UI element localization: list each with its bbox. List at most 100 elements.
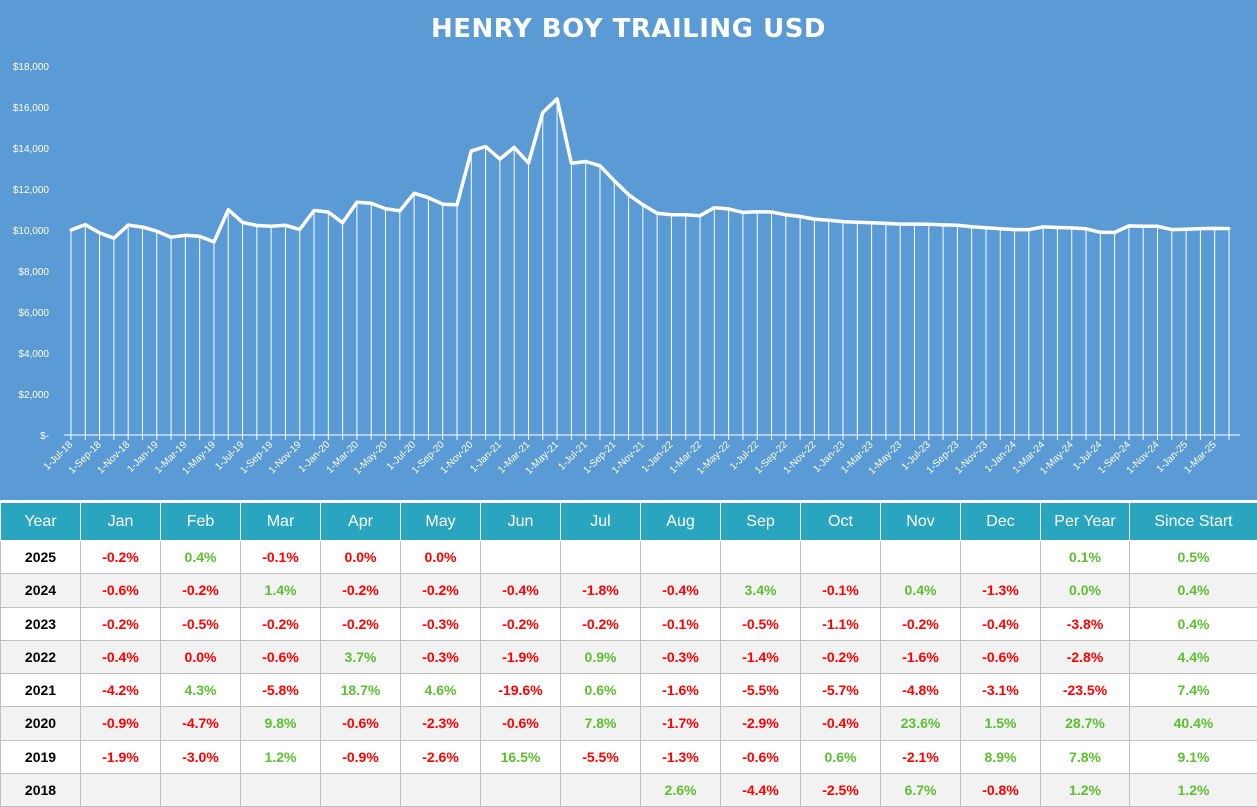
return-cell: 18.7%	[320, 672, 401, 708]
return-cell: -1.8%	[560, 573, 641, 608]
data-point	[183, 233, 187, 237]
data-point	[812, 217, 816, 221]
year-cell: 2018	[0, 772, 81, 807]
data-point	[541, 111, 545, 115]
data-point	[612, 179, 616, 183]
column-header-jul: Jul	[560, 502, 641, 541]
return-cell: 0.9%	[560, 639, 641, 675]
data-point	[598, 164, 602, 168]
table-row: 2023 -0.2% -0.5% -0.2% -0.2% -0.3% -0.2% -0.2% -…	[0, 606, 1257, 641]
return-cell: -0.2%	[400, 573, 481, 608]
data-point	[126, 223, 130, 227]
return-cell: 1.2%	[1040, 772, 1130, 807]
return-cell: 0.0%	[400, 539, 481, 575]
data-point	[712, 206, 716, 210]
return-cell: -1.7%	[640, 706, 721, 741]
return-cell: -0.5%	[160, 606, 241, 641]
data-point	[1070, 226, 1074, 230]
return-cell: 0.6%	[560, 672, 641, 708]
return-cell: 0.0%	[1040, 573, 1130, 608]
return-cell: 1.2%	[1129, 772, 1257, 807]
data-point	[669, 213, 673, 217]
data-point	[970, 225, 974, 229]
return-cell: 1.2%	[240, 739, 321, 774]
column-header-per-year: Per Year	[1040, 502, 1130, 541]
data-point	[955, 223, 959, 227]
return-cell	[560, 539, 641, 575]
data-point	[312, 209, 316, 213]
data-point	[1041, 225, 1045, 229]
data-point	[884, 221, 888, 225]
return-cell: -3.0%	[160, 739, 241, 774]
return-cell: -0.2%	[480, 606, 561, 641]
return-cell: -4.4%	[720, 772, 801, 807]
column-header-mar: Mar	[240, 502, 321, 541]
year-cell: 2023	[0, 606, 81, 641]
return-cell	[80, 772, 161, 807]
data-point	[1156, 224, 1160, 228]
return-cell: -23.5%	[1040, 672, 1130, 708]
return-cell: 7.8%	[1040, 739, 1130, 774]
data-point	[784, 213, 788, 217]
data-point	[855, 220, 859, 224]
return-cell: 8.9%	[960, 739, 1041, 774]
chart-panel: HENRY BOY TRAILING USD $- $2,000 $4,000 $6,…	[0, 0, 1257, 500]
data-point	[98, 231, 102, 235]
return-cell: 7.8%	[560, 706, 641, 741]
line-chart: $- $2,000 $4,000 $6,000 $8,000 $10,000 $12,000…	[13, 62, 1240, 477]
return-cell	[880, 539, 961, 575]
column-header-oct: Oct	[800, 502, 881, 541]
return-cell: -0.6%	[80, 573, 161, 608]
return-cell	[400, 772, 481, 807]
return-cell: -0.2%	[160, 573, 241, 608]
return-cell: -0.6%	[480, 706, 561, 741]
return-cell: 0.0%	[320, 539, 401, 575]
data-point	[984, 226, 988, 230]
return-cell: -0.4%	[480, 573, 561, 608]
data-point	[484, 145, 488, 149]
column-header-since-start: Since Start	[1129, 502, 1257, 541]
year-cell: 2021	[0, 672, 81, 708]
data-point	[69, 228, 73, 232]
return-cell: -0.9%	[320, 739, 401, 774]
return-cell: -0.4%	[800, 706, 881, 741]
return-cell: -5.7%	[800, 672, 881, 708]
column-header-jun: Jun	[480, 502, 561, 541]
return-cell: -1.9%	[480, 639, 561, 675]
return-cell: -4.8%	[880, 672, 961, 708]
return-cell: 4.3%	[160, 672, 241, 708]
table-row: 2024 -0.6% -0.2% 1.4% -0.2% -0.2% -0.4% -1.8% -0…	[0, 573, 1257, 608]
data-point	[741, 210, 745, 214]
data-point	[226, 208, 230, 212]
return-cell: -2.3%	[400, 706, 481, 741]
year-cell: 2019	[0, 739, 81, 774]
data-point	[827, 218, 831, 222]
return-cell: -1.6%	[640, 672, 721, 708]
data-point	[298, 227, 302, 231]
y-tick-label: $18,000	[13, 62, 50, 73]
return-cell: -3.1%	[960, 672, 1041, 708]
monthly-returns-table: Year Jan Feb Mar Apr May Jun Jul Aug Sep Oct Nov Dec…	[0, 502, 1257, 807]
data-point	[912, 222, 916, 226]
return-cell: 40.4%	[1129, 706, 1257, 741]
y-tick-label: $2,000	[18, 390, 49, 401]
return-cell: -0.1%	[640, 606, 721, 641]
column-header-sep: Sep	[720, 502, 801, 541]
return-cell: -2.5%	[800, 772, 881, 807]
data-point	[898, 222, 902, 226]
data-point	[1084, 227, 1088, 231]
data-point	[369, 201, 373, 205]
table-row: 2018 2.6% -4.4% -2.5% 6.7% -0.8% 1.2% 1.2%	[0, 772, 1257, 807]
return-cell: 23.6%	[880, 706, 961, 741]
data-point	[426, 196, 430, 200]
return-cell: -0.3%	[400, 639, 481, 675]
year-cell: 2024	[0, 573, 81, 608]
return-cell: -1.3%	[640, 739, 721, 774]
return-cell: -0.6%	[240, 639, 321, 675]
column-header-year: Year	[0, 502, 81, 541]
return-cell	[800, 539, 881, 575]
table-row: 2021 -4.2% 4.3% -5.8% 18.7% 4.6% -19.6% 0.6% -1.…	[0, 672, 1257, 708]
data-point	[526, 161, 530, 165]
data-point	[255, 223, 259, 227]
return-cell: -4.7%	[160, 706, 241, 741]
